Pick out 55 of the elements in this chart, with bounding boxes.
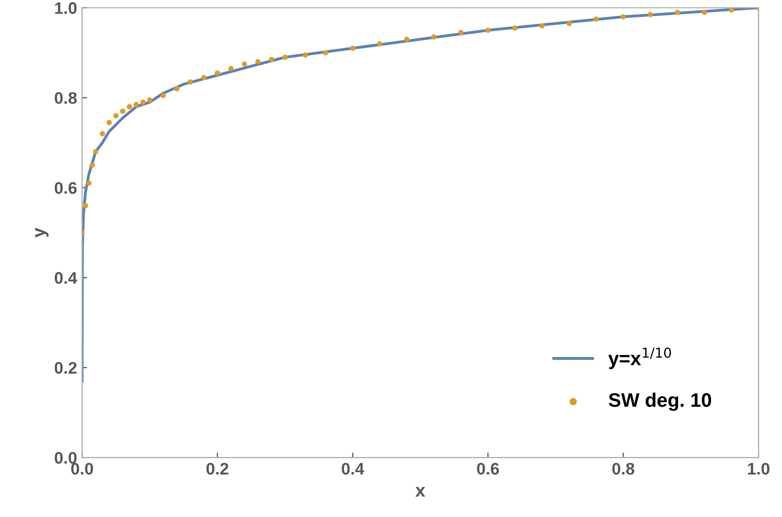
point xyxy=(404,36,410,42)
point xyxy=(302,52,308,58)
point xyxy=(728,8,734,13)
point xyxy=(539,23,545,28)
point xyxy=(174,86,180,92)
point xyxy=(147,97,152,103)
point xyxy=(100,131,106,136)
point xyxy=(106,120,112,126)
point xyxy=(485,28,491,33)
point xyxy=(674,10,680,15)
y-tick-label: 0.8 xyxy=(54,92,77,104)
x-tick-label: 0.0 xyxy=(71,462,94,475)
x-tick-label: 1.0 xyxy=(748,462,770,475)
point xyxy=(566,20,572,26)
point xyxy=(228,66,234,72)
point xyxy=(120,108,126,114)
point xyxy=(350,46,356,51)
point xyxy=(201,74,207,80)
y-tick-label: 0.4 xyxy=(54,272,78,284)
point xyxy=(113,113,119,118)
y-tick-label: 0.2 xyxy=(54,362,77,374)
point xyxy=(82,203,88,208)
y-tick-label: 1.0 xyxy=(55,2,77,14)
point xyxy=(594,16,599,22)
point xyxy=(322,50,328,56)
point xyxy=(126,104,132,110)
point xyxy=(140,100,146,105)
point xyxy=(255,59,261,64)
point xyxy=(282,54,288,60)
point xyxy=(86,180,92,186)
point xyxy=(431,34,437,40)
point xyxy=(90,162,95,168)
point xyxy=(620,14,626,20)
point xyxy=(458,30,464,36)
point xyxy=(512,25,518,31)
point xyxy=(648,12,653,18)
y-axis-title: y xyxy=(35,228,49,238)
point xyxy=(160,92,166,98)
y-tick-label: 0.6 xyxy=(54,182,77,194)
legend-label: y=x$^{1/10}$ xyxy=(608,348,671,370)
point xyxy=(377,41,382,46)
point xyxy=(702,10,708,15)
x-tick-label: 0.4 xyxy=(342,462,364,475)
x-tick-label: 0.6 xyxy=(477,462,499,475)
point xyxy=(268,56,274,62)
point xyxy=(214,70,220,76)
x-tick-label: 0.8 xyxy=(612,462,634,475)
point xyxy=(92,149,98,154)
point xyxy=(188,79,193,85)
point xyxy=(242,61,248,67)
x-tick-label: 0.2 xyxy=(206,462,228,475)
legend-label: SW deg. 10 xyxy=(608,392,712,411)
x-axis-title: x xyxy=(415,487,426,497)
point xyxy=(134,102,139,108)
y-tick-label: 0.0 xyxy=(54,452,77,464)
